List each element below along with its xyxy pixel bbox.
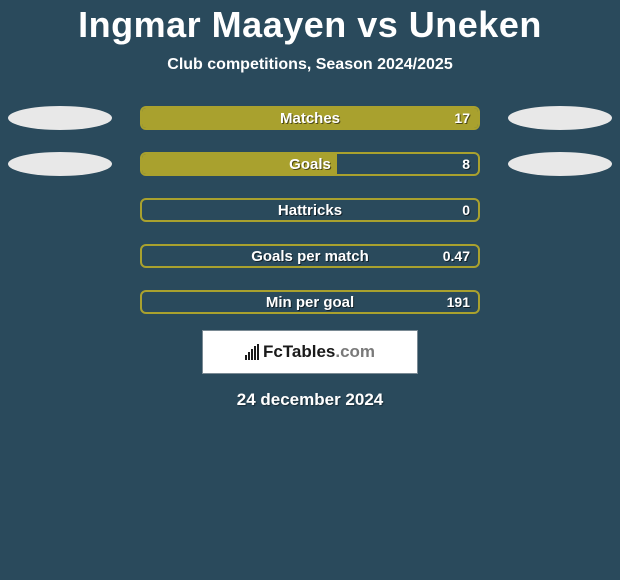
stat-value: 8 (462, 154, 470, 174)
player-left-ellipse (8, 152, 112, 176)
fctables-logo: FcTables.com (202, 330, 418, 374)
player-right-ellipse (508, 106, 612, 130)
stat-label: Goals (142, 154, 478, 174)
page-title: Ingmar Maayen vs Uneken (78, 4, 542, 46)
bar-chart-icon (245, 344, 259, 360)
stat-bar: Goals per match0.47 (140, 244, 480, 268)
stat-label: Hattricks (142, 200, 478, 220)
comparison-infographic: Ingmar Maayen vs Uneken Club competition… (0, 0, 620, 410)
stat-row: Min per goal191 (0, 290, 620, 314)
stat-value: 17 (454, 108, 470, 128)
date-label: 24 december 2024 (237, 390, 384, 410)
player-right-ellipse (508, 152, 612, 176)
stat-bar: Min per goal191 (140, 290, 480, 314)
stat-row: Matches17 (0, 106, 620, 130)
stat-bar: Goals8 (140, 152, 480, 176)
stat-row: Goals per match0.47 (0, 244, 620, 268)
page-subtitle: Club competitions, Season 2024/2025 (167, 56, 452, 74)
stat-value: 191 (447, 292, 470, 312)
stat-value: 0 (462, 200, 470, 220)
logo-text-suffix: .com (335, 342, 375, 361)
stat-label: Goals per match (142, 246, 478, 266)
stat-value: 0.47 (443, 246, 470, 266)
stat-label: Matches (142, 108, 478, 128)
stat-label: Min per goal (142, 292, 478, 312)
stat-bar: Hattricks0 (140, 198, 480, 222)
stat-row: Hattricks0 (0, 198, 620, 222)
player-left-ellipse (8, 106, 112, 130)
logo-text: FcTables.com (263, 342, 375, 362)
stat-bar: Matches17 (140, 106, 480, 130)
logo-text-primary: FcTables (263, 342, 335, 361)
stat-rows: Matches17 Goals8 Hattricks0 Goals per match… (0, 106, 620, 314)
stat-row: Goals8 (0, 152, 620, 176)
